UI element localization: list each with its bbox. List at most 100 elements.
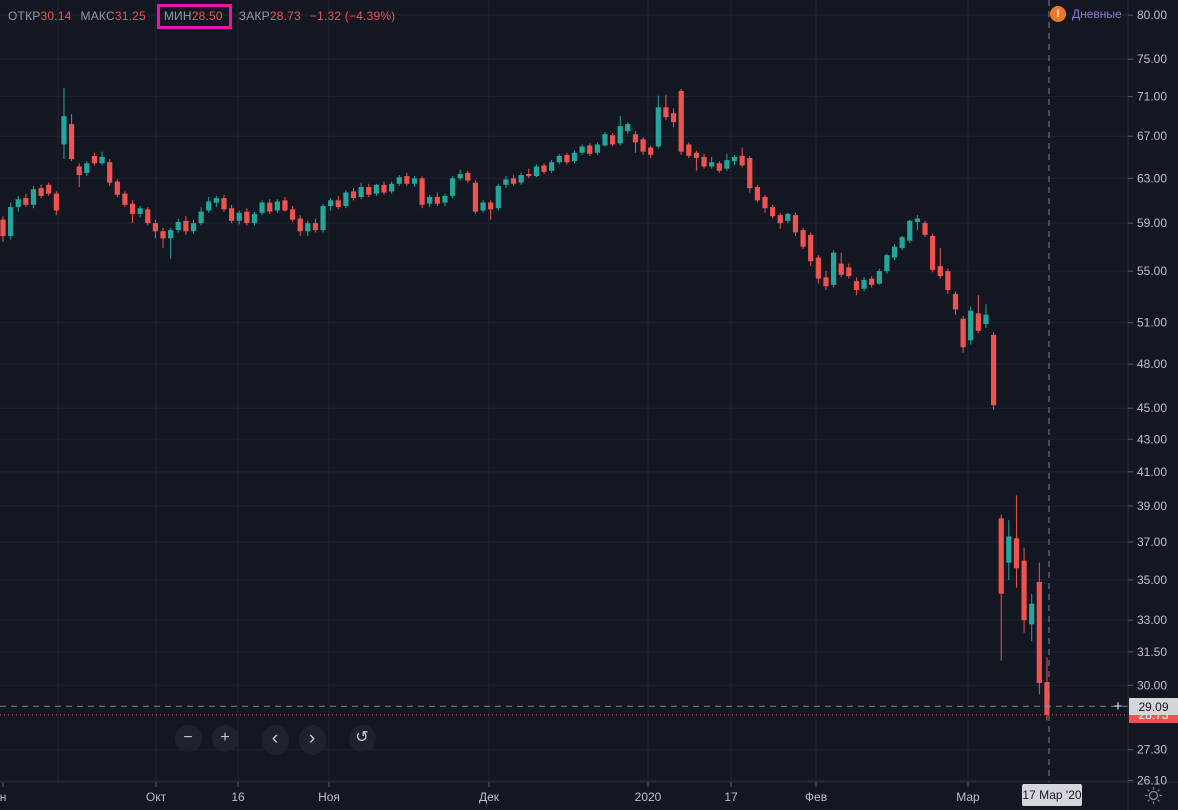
- y-axis-label: 67.00: [1137, 129, 1167, 143]
- candle-body: [785, 213, 791, 221]
- candle-body: [427, 196, 433, 204]
- candle-body: [632, 134, 639, 143]
- sun-icon[interactable]: [1148, 790, 1159, 801]
- scroll-left-button[interactable]: ‹: [261, 724, 289, 755]
- scroll-right-button[interactable]: ›: [298, 724, 326, 755]
- candle-body: [754, 187, 760, 201]
- candle-body: [975, 313, 981, 331]
- candle-body: [602, 134, 608, 146]
- candle-body: [76, 166, 82, 176]
- crosshair-price-label: 29.09: [1129, 698, 1178, 715]
- candle-body: [244, 211, 250, 224]
- candle-body: [610, 135, 616, 145]
- candle-body: [579, 146, 585, 153]
- candle-body: [1021, 560, 1027, 621]
- candle-body: [747, 157, 753, 189]
- x-axis-label: Окт: [146, 790, 167, 804]
- candle-body: [472, 182, 479, 212]
- candle-body: [914, 218, 920, 222]
- candle-body: [274, 201, 280, 211]
- candle-body: [1006, 536, 1012, 563]
- candle-body: [731, 156, 738, 162]
- y-axis-label: 45.00: [1137, 401, 1167, 415]
- sun-ray: [1157, 799, 1160, 802]
- candle-body: [716, 163, 722, 171]
- candle-body: [0, 219, 6, 236]
- candle-body: [678, 90, 684, 152]
- candle-body: [198, 211, 204, 224]
- candle-body: [160, 231, 166, 239]
- y-axis-label: 59.00: [1137, 216, 1167, 230]
- y-axis-label: 41.00: [1137, 465, 1167, 479]
- y-axis-label: 51.00: [1137, 316, 1167, 330]
- y-axis-label: 48.00: [1137, 357, 1167, 371]
- y-axis-label: 30.00: [1137, 678, 1167, 692]
- candle-body: [495, 185, 501, 209]
- legend-close: ЗАКР28.73: [239, 9, 301, 23]
- candle-body: [1036, 581, 1042, 683]
- candle-body: [564, 154, 570, 163]
- timeframe-label[interactable]: Дневные: [1072, 7, 1122, 21]
- candle-body: [419, 178, 425, 205]
- x-axis-label: 16: [231, 790, 245, 804]
- reset-view-button[interactable]: ↺: [348, 724, 376, 752]
- candle-body: [518, 175, 524, 183]
- candle-body: [68, 124, 75, 160]
- price-axis[interactable]: [1128, 0, 1178, 810]
- candle-body: [952, 293, 959, 310]
- y-axis-label: 35.00: [1137, 573, 1167, 587]
- candle-body: [8, 207, 14, 236]
- candle-body: [107, 162, 113, 183]
- y-axis-label: 80.00: [1137, 8, 1167, 22]
- zoom-in-button[interactable]: +: [211, 724, 239, 752]
- candle-body: [122, 193, 128, 205]
- add-alert-plus-icon[interactable]: +: [1113, 698, 1123, 715]
- candle-body: [777, 215, 783, 224]
- candle-body: [670, 113, 677, 123]
- candle-body: [830, 252, 837, 285]
- candle-body: [114, 181, 120, 195]
- sun-ray: [1147, 789, 1150, 792]
- minus-icon: −: [183, 729, 193, 746]
- candle-body: [46, 184, 52, 194]
- candle-body: [289, 209, 296, 220]
- candle-body: [53, 193, 59, 211]
- candle-body: [312, 223, 319, 231]
- timeframe-notice[interactable]: ! Дневные: [1050, 6, 1122, 22]
- candle-body: [457, 173, 463, 179]
- candle-body: [1013, 538, 1020, 569]
- candle-body: [442, 195, 448, 203]
- candle-body: [350, 191, 357, 199]
- candle-body: [617, 126, 623, 144]
- candle-body: [152, 223, 158, 232]
- candle-body: [236, 212, 242, 221]
- candle-body: [930, 235, 936, 270]
- zoom-out-button[interactable]: −: [174, 724, 202, 752]
- candle-body: [145, 209, 151, 224]
- candle-body: [998, 518, 1004, 594]
- time-axis[interactable]: [0, 782, 1178, 810]
- candle-body: [891, 246, 898, 258]
- candle-body: [15, 199, 21, 208]
- candle-body: [533, 166, 539, 177]
- candle-body: [587, 145, 593, 154]
- candle-body: [221, 198, 227, 210]
- chevron-right-icon: ›: [308, 727, 316, 749]
- chevron-left-icon: ‹: [271, 727, 279, 749]
- candle-body: [808, 234, 814, 262]
- candle-body: [84, 163, 90, 173]
- candle-body: [693, 152, 700, 158]
- candle-body: [739, 155, 745, 166]
- candle-body: [267, 202, 273, 212]
- low-value: 28.50: [191, 9, 223, 23]
- x-axis-label: Мар: [956, 790, 980, 804]
- candle-body: [655, 107, 661, 147]
- candle-body: [213, 198, 219, 203]
- candle-body: [853, 281, 860, 290]
- candle-body: [480, 202, 486, 211]
- candle-body: [335, 200, 341, 208]
- candle-body: [884, 255, 890, 272]
- close-label: ЗАКР: [238, 9, 270, 23]
- y-axis-label: 55.00: [1137, 264, 1167, 278]
